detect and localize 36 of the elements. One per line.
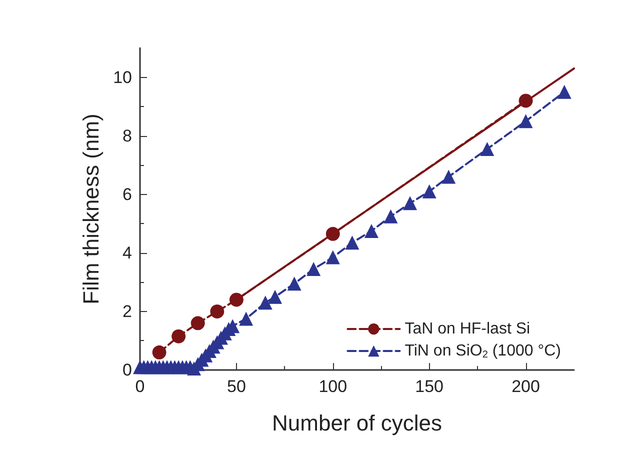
point: [172, 329, 186, 344]
point: [326, 250, 340, 264]
x-tick-label: 50: [226, 377, 246, 396]
x-tick-label: 100: [318, 377, 348, 396]
point: [518, 94, 533, 108]
point: [326, 226, 340, 241]
y-tick-label: 6: [122, 184, 132, 204]
point: [364, 224, 378, 238]
y-tick-label: 2: [122, 302, 132, 321]
point: [422, 184, 436, 198]
legend-label: TaN on HF-last Si: [404, 320, 530, 338]
y-tick-label: 10: [113, 68, 132, 87]
point: [557, 84, 572, 99]
x-tick-label: 0: [135, 377, 145, 396]
point: [152, 345, 166, 360]
y-tick-label: 0: [122, 360, 132, 380]
y-tick-label: 8: [122, 126, 132, 146]
point: [518, 114, 533, 128]
point: [210, 304, 224, 318]
point: [287, 276, 302, 291]
point: [345, 236, 360, 250]
point: [442, 170, 456, 184]
point: [268, 290, 282, 304]
point: [239, 312, 254, 326]
y-axis-title: Film thickness (nm): [78, 114, 104, 304]
point: [403, 196, 418, 210]
x-tick-label: 200: [512, 377, 540, 396]
point: [384, 209, 398, 224]
point: [480, 142, 494, 156]
point: [258, 296, 272, 310]
point: [190, 316, 205, 330]
point: [306, 262, 321, 276]
y-tick-label: 4: [122, 243, 132, 262]
x-tick-label: 150: [415, 377, 444, 396]
x-axis-title: Number of cycles: [272, 410, 442, 436]
point: [229, 292, 244, 307]
